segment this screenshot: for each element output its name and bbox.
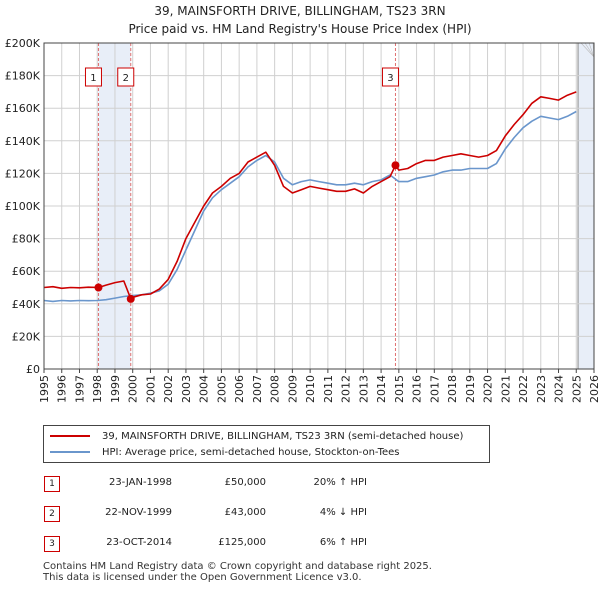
x-tick-label: 2005 [215,375,228,403]
x-tick-label: 2001 [144,375,157,403]
legend-label-property: 39, MAINSFORTH DRIVE, BILLINGHAM, TS23 3… [102,430,464,442]
transaction-price: £43,000 [224,507,266,518]
y-tick-label: £180K [5,70,41,83]
legend-item-property: 39, MAINSFORTH DRIVE, BILLINGHAM, TS23 3… [50,428,463,444]
x-tick-label: 2024 [553,375,566,403]
transaction-lines [97,43,396,369]
legend-swatch-hpi [50,451,90,453]
transaction-hpi-diff: 20% ↑ HPI [313,477,367,488]
y-tick-label: £100K [5,200,41,213]
transaction-marker [126,294,135,303]
transaction-markers [94,161,400,303]
transaction-marker [94,283,103,292]
x-tick-label: 2023 [535,375,548,403]
chart-subtitle: Price paid vs. HM Land Registry's House … [128,22,472,36]
transaction-date: 23-OCT-2014 [106,537,172,548]
x-tick-label: 1996 [56,375,69,403]
y-tick-label: £140K [5,135,41,148]
transaction-hpi-diff: 4% ↓ HPI [319,507,367,518]
table-row: 1 23-JAN-1998 £50,000 20% ↑ HPI [42,473,462,503]
legend-swatch-property [50,435,90,437]
x-tick-label: 1995 [38,375,51,403]
x-tick-label: 2016 [411,375,424,403]
y-tick-label: £0 [26,363,40,376]
transaction-number: 1 [44,476,60,492]
x-tick-label: 2003 [180,375,193,403]
transaction-number: 2 [44,506,60,522]
table-row: 3 23-OCT-2014 £125,000 6% ↑ HPI [42,533,462,563]
transaction-label-number: 2 [123,73,129,84]
y-tick-label: £200K [5,37,41,50]
x-tick-label: 2002 [162,375,175,403]
forecast-hatch [580,42,595,58]
y-tick-label: £80K [12,233,41,246]
x-tick-label: 2011 [322,375,335,403]
transaction-label-frame [84,67,102,87]
x-tick-label: 1999 [109,375,122,403]
transaction-number: 3 [44,536,60,552]
x-tick-label: 2026 [588,375,600,403]
x-tick-label: 2022 [517,375,530,403]
x-tick-label: 2009 [286,375,299,403]
x-tick-label: 2017 [428,375,441,403]
x-tick-label: 2021 [499,375,512,403]
transactions-table: 1 23-JAN-1998 £50,000 20% ↑ HPI 2 22-NOV… [42,473,462,563]
footer-copyright: Contains HM Land Registry data © Crown c… [43,561,432,572]
x-tick-label: 2010 [304,375,317,403]
plot-frame [43,42,595,370]
footer: Contains HM Land Registry data © Crown c… [43,561,432,583]
x-tick-label: 2007 [251,375,264,403]
transaction-label-frame [117,67,135,87]
transaction-label-number: 1 [90,73,96,84]
transaction-price: £125,000 [218,537,266,548]
legend: 39, MAINSFORTH DRIVE, BILLINGHAM, TS23 3… [43,425,490,463]
x-tick-label: 1997 [73,375,86,403]
y-tick-label: £160K [5,102,41,115]
x-tick-label: 2008 [269,375,282,403]
transaction-date: 22-NOV-1999 [105,507,172,518]
x-tick-label: 2025 [570,375,583,403]
y-axis-labels: £0 £20K £40K £60K £80K £100K £120K £140K £160K £1… [5,37,41,376]
transaction-hpi-diff: 6% ↑ HPI [319,537,367,548]
x-axis-labels: 1995 1996 1997 1998 1999 2000 2001 2002 2003 2004… [38,375,600,403]
x-tick-label: 2014 [375,375,388,403]
forecast-hatch [588,42,595,58]
x-tick-label: 2018 [446,375,459,403]
x-tick-label: 2013 [357,375,370,403]
legend-item-hpi: HPI: Average price, semi-detached house,… [50,444,400,460]
transaction-label-boxes: 1 2 3 [84,67,399,87]
y-tick-label: £60K [12,265,41,278]
transaction-label-box: 1 [84,67,102,87]
transaction-date: 23-JAN-1998 [108,477,172,488]
table-row: 2 22-NOV-1999 £43,000 4% ↓ HPI [42,503,462,533]
transaction-label-number: 3 [387,73,393,84]
transaction-marker [391,161,400,170]
x-tick-label: 2019 [464,375,477,403]
x-tick-label: 2004 [198,375,211,403]
chart-title-block: 39, MAINSFORTH DRIVE, BILLINGHAM, TS23 3… [0,2,600,38]
price-chart: £0 £20K £40K £60K £80K £100K £120K £140K £160K £1… [5,37,600,403]
forecast-hatch [584,42,595,58]
y-tick-label: £120K [5,167,41,180]
transaction-label-box: 2 [117,67,135,87]
x-tick-label: 2006 [233,375,246,403]
x-tick-label: 2015 [393,375,406,403]
footer-licence: This data is licensed under the Open Gov… [43,572,362,583]
chart-title: 39, MAINSFORTH DRIVE, BILLINGHAM, TS23 3… [154,4,446,18]
legend-label-hpi: HPI: Average price, semi-detached house,… [102,446,400,458]
x-tick-label: 2012 [340,375,353,403]
transaction-label-frame [381,67,399,87]
x-tick-label: 2000 [127,375,140,403]
x-tick-label: 2020 [482,375,495,403]
transaction-price: £50,000 [224,477,266,488]
transaction-label-box: 3 [381,67,399,87]
y-tick-label: £20K [12,330,41,343]
y-tick-label: £40K [12,298,41,311]
x-tick-label: 1998 [91,375,104,403]
